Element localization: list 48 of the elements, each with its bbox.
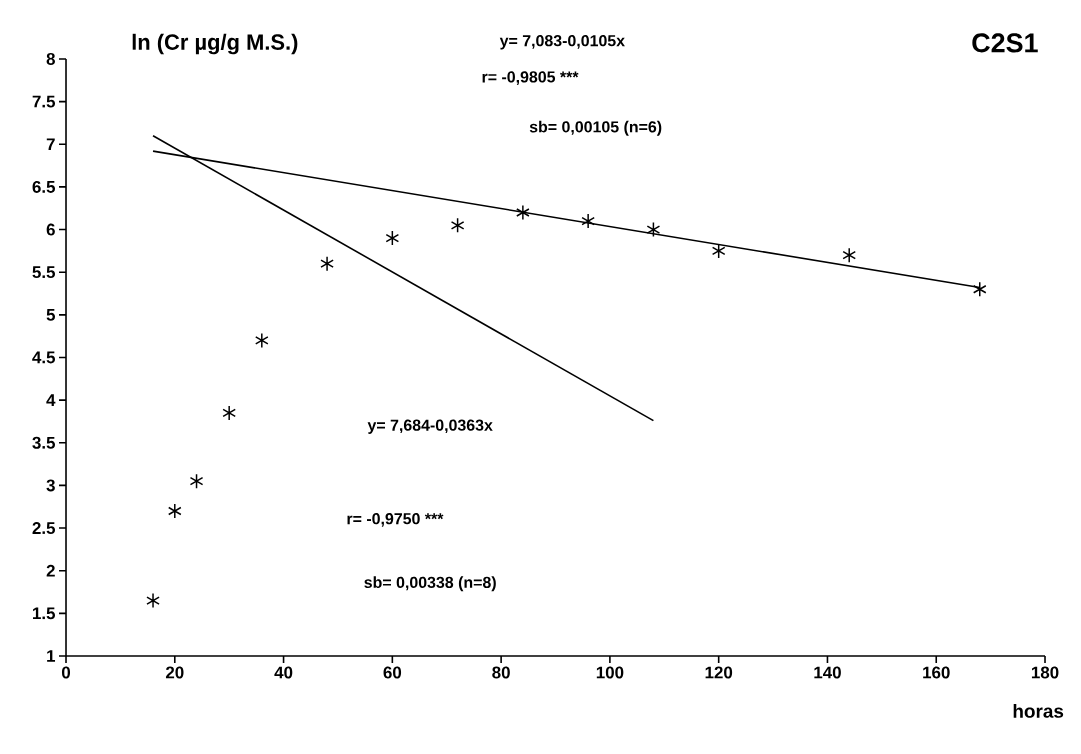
point (711, 243, 726, 259)
annotation: y= 7,684-0,0363x (367, 419, 493, 434)
y-tick-label: 2.5 (32, 522, 56, 535)
point (146, 592, 160, 609)
x-tick-label: 40 (274, 666, 293, 679)
y-tick-label: 1 (47, 650, 56, 662)
y-tick-label: 3 (46, 479, 55, 492)
point (167, 503, 182, 519)
y-tick-label: 7.5 (32, 95, 56, 108)
point (255, 332, 269, 349)
y-axis-title: ln (Cr µg/g M.S.) (132, 33, 298, 55)
y-tick-label: 8 (46, 52, 55, 65)
x-tick-label: 160 (923, 666, 950, 679)
y-tick-label: 4 (46, 394, 56, 406)
x-axis-title: horas (1013, 703, 1064, 718)
x-tick-label: 20 (165, 666, 184, 679)
point (972, 281, 987, 298)
x-tick-label: 100 (596, 666, 624, 679)
y-tick-label: 1.5 (33, 607, 56, 620)
y-tick-label: 2 (46, 564, 55, 577)
point (842, 247, 857, 263)
x-tick-label: 180 (1031, 666, 1059, 679)
y-tick-label: 3.5 (32, 436, 56, 449)
y-tick-label: 6.5 (32, 180, 56, 193)
point (189, 473, 204, 489)
text: y= 7,083-0,0105x (499, 35, 625, 50)
point (646, 221, 661, 238)
point (222, 405, 236, 421)
annotation: sb= 0,00105 (n=6) (529, 120, 662, 136)
y-tick-label: 7 (46, 138, 55, 151)
x-tick-label: 0 (61, 666, 71, 679)
y-tick-label: 4.5 (32, 351, 56, 364)
x-tick-label: 140 (814, 666, 841, 679)
x-tick-label: 60 (383, 666, 402, 679)
y-tick-label: 5 (46, 308, 56, 321)
y-tick-label: 5.5 (32, 266, 56, 279)
annotation: r= -0,9805 *** (482, 71, 579, 85)
point (385, 230, 400, 246)
chart-title: C2S1 (972, 33, 1038, 53)
point (516, 204, 530, 221)
x-tick-label: 80 (492, 666, 510, 679)
y-tick-label: 6 (46, 223, 55, 236)
point (320, 255, 334, 272)
annotation: sb= 0,00338 (n=8) (364, 576, 496, 592)
point (581, 213, 595, 229)
x-tick-label: 120 (705, 666, 733, 679)
point (450, 217, 465, 234)
annotation: r= -0,9750 *** (347, 513, 444, 527)
